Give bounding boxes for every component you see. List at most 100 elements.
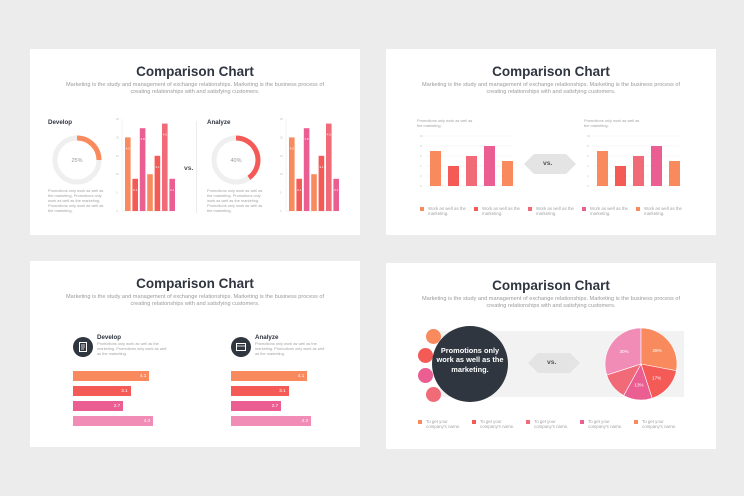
y-tick-label: 8 bbox=[420, 144, 422, 148]
analyze-heading: Analyze bbox=[207, 119, 231, 126]
hbar: 2.7 bbox=[73, 401, 124, 411]
bar bbox=[333, 178, 339, 211]
bar bbox=[466, 156, 477, 186]
legend-label: Work as well as the marketing. bbox=[644, 206, 682, 217]
bar bbox=[147, 174, 153, 211]
y-tick-label: 0 bbox=[587, 184, 589, 188]
hbar-value-label: 4.1 bbox=[139, 373, 147, 378]
hbar: 4.1 bbox=[231, 371, 308, 381]
develop-note: Promotions only work as well as the mark… bbox=[48, 188, 104, 213]
bar bbox=[669, 161, 680, 186]
develop-note: Promotions only work as well as the mark… bbox=[97, 341, 167, 356]
bar-data-label: 4.8 bbox=[305, 137, 310, 141]
bar bbox=[154, 155, 161, 211]
bar bbox=[318, 155, 325, 211]
y-tick-label: 10 bbox=[280, 172, 283, 176]
hbar-value-label: 3.1 bbox=[279, 388, 286, 393]
y-tick-label: 5 bbox=[280, 191, 282, 195]
vs-arrow-shape bbox=[524, 154, 576, 174]
y-tick-label: 4 bbox=[420, 164, 422, 168]
legend-swatch bbox=[472, 420, 476, 424]
vs-arrow-shape bbox=[528, 353, 580, 373]
hbar: 4.3 bbox=[231, 416, 311, 426]
develop-heading: Develop bbox=[48, 119, 73, 126]
vs-label: vs. bbox=[184, 165, 194, 172]
slide-comparison-rings[interactable]: Comparison Chart Marketing is the study … bbox=[30, 49, 360, 235]
bar-data-label: 4.5 bbox=[163, 133, 168, 137]
y-tick-label: 4 bbox=[587, 164, 589, 168]
bar bbox=[615, 166, 626, 186]
hbar-chart-analyze: 4.1 3.1 2.7 4.3 bbox=[231, 371, 321, 431]
hbar: 3.1 bbox=[73, 386, 131, 396]
analyze-heading: Analyze bbox=[255, 334, 279, 341]
slide-subtitle: Marketing is the study and management of… bbox=[421, 296, 681, 310]
y-tick-label: 10 bbox=[587, 134, 590, 138]
legend-label: To get your company's name. bbox=[588, 419, 623, 430]
pie-slice bbox=[604, 327, 642, 376]
slide-subtitle: Marketing is the study and management of… bbox=[65, 82, 325, 96]
slide-comparison-pie[interactable]: Comparison Chart Marketing is the study … bbox=[386, 263, 716, 449]
legend-label: Work as well as the marketing. bbox=[590, 206, 628, 217]
bar bbox=[484, 146, 495, 186]
hbar-value-label: 2.7 bbox=[271, 403, 279, 408]
y-tick-label: 20 bbox=[116, 135, 119, 139]
hbar-value-label: 4.3 bbox=[143, 418, 150, 423]
bar bbox=[169, 178, 175, 211]
bar bbox=[651, 146, 662, 186]
vs-label: vs. bbox=[543, 160, 553, 167]
screen-icon bbox=[231, 337, 251, 357]
legend-swatch bbox=[474, 207, 478, 211]
pie-slice-label: 13% bbox=[634, 382, 643, 387]
legend-label: To get your company's name. bbox=[534, 419, 569, 430]
bar-chart-left: 0 2 4 6 8 10 bbox=[420, 134, 513, 188]
slide-comparison-hbars[interactable]: Comparison Chart Marketing is the study … bbox=[30, 261, 360, 447]
right-chart-caption: Promotions only work as well as the mark… bbox=[584, 118, 640, 128]
pie-chart: 30% 28% 17% 13% bbox=[604, 327, 678, 401]
rocket-icon bbox=[418, 368, 433, 383]
bar-data-label: 3.1 bbox=[319, 165, 324, 169]
pie-slice-label: 30% bbox=[620, 349, 629, 354]
bar-data-label: 2.1 bbox=[297, 188, 302, 192]
bar bbox=[430, 151, 441, 186]
legend-label: Work as well as the marketing. bbox=[482, 206, 520, 217]
y-tick-label: 15 bbox=[116, 154, 119, 158]
y-tick-label: 2 bbox=[587, 174, 589, 178]
legend-swatch bbox=[582, 207, 586, 211]
document-icon bbox=[73, 337, 93, 357]
bar-chart-develop: 0 5 10 15 20 25 4.5 2.1 4.8 3.1 4.5 2.1 bbox=[116, 117, 175, 213]
bar-data-label: 4.5 bbox=[290, 146, 295, 150]
gear-icon bbox=[426, 387, 441, 402]
hbar: 4.3 bbox=[73, 416, 153, 426]
y-tick-label: 25 bbox=[116, 117, 119, 121]
hbar-chart-develop: 4.1 3.1 2.7 4.3 bbox=[73, 371, 163, 431]
slide-title: Comparison Chart bbox=[492, 64, 610, 79]
bar-data-label: 2.1 bbox=[133, 188, 138, 192]
develop-heading: Develop bbox=[97, 334, 122, 341]
pie-slice-label: 28% bbox=[652, 348, 661, 353]
pie-slice bbox=[640, 327, 678, 372]
legend-swatch bbox=[418, 420, 422, 424]
pie-slice bbox=[606, 363, 642, 396]
slide-title: Comparison Chart bbox=[136, 276, 254, 291]
y-tick-label: 10 bbox=[116, 172, 119, 176]
bar bbox=[296, 178, 302, 211]
team-icon bbox=[426, 329, 441, 344]
bar bbox=[162, 123, 168, 211]
slide-subtitle: Marketing is the study and management of… bbox=[65, 294, 325, 308]
y-tick-label: 15 bbox=[280, 154, 283, 158]
ring-progress bbox=[235, 135, 261, 180]
hbar: 4.1 bbox=[73, 371, 150, 381]
y-tick-label: 0 bbox=[280, 209, 282, 213]
bar bbox=[502, 161, 513, 186]
y-tick-label: 0 bbox=[116, 209, 118, 213]
donut-ring-develop: 25% bbox=[52, 135, 102, 185]
search-people-icon bbox=[418, 348, 433, 363]
bar-data-label: 4.8 bbox=[141, 137, 146, 141]
bar-data-label: 4.5 bbox=[327, 133, 332, 137]
hbar-value-label: 4.3 bbox=[301, 418, 308, 423]
y-tick-label: 6 bbox=[587, 154, 589, 158]
bar bbox=[633, 156, 644, 186]
pie-slice-label: 17% bbox=[652, 375, 661, 380]
slide-comparison-bars[interactable]: Comparison Chart Marketing is the study … bbox=[386, 49, 716, 235]
y-tick-label: 2 bbox=[420, 174, 422, 178]
